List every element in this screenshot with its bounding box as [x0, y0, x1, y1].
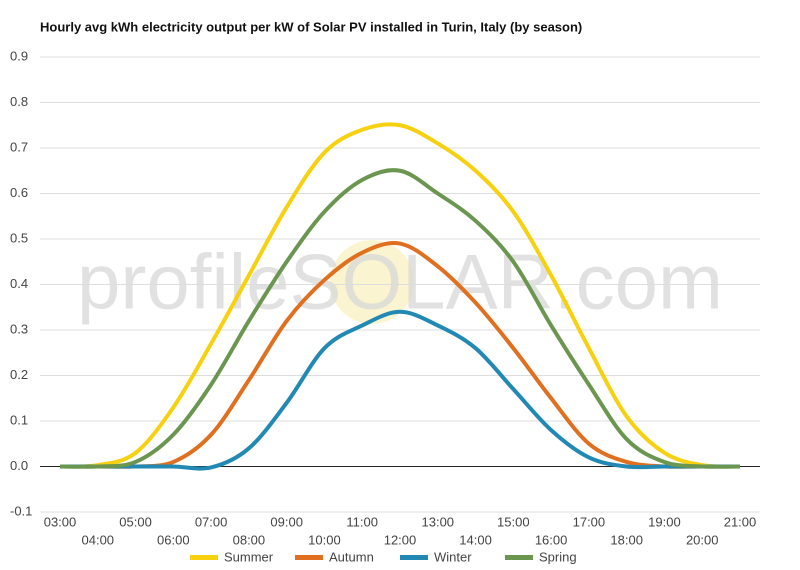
- y-tick-label: 0.4: [10, 276, 28, 291]
- legend-swatch: [505, 555, 533, 560]
- x-tick-label: 09:00: [270, 514, 303, 529]
- series-line: [60, 241, 740, 469]
- x-tick-label: 10:00: [308, 532, 341, 547]
- x-tick-label: 07:00: [195, 514, 228, 529]
- x-tick-label: 18:00: [610, 532, 643, 547]
- y-tick-label: 0.5: [10, 230, 28, 245]
- x-tick-label: 13:00: [422, 514, 455, 529]
- x-tick-label: 06:00: [157, 532, 190, 547]
- x-tick-label: 04:00: [82, 532, 115, 547]
- series-line: [59, 168, 741, 469]
- x-tick-label: 15:00: [497, 514, 530, 529]
- x-tick-label: 03:00: [44, 514, 77, 529]
- x-tick-label: 11:00: [346, 514, 378, 529]
- y-tick-label: 0.2: [10, 367, 28, 382]
- y-tick-label: -0.1: [10, 503, 32, 518]
- x-tick-label: 20:00: [686, 532, 719, 547]
- y-tick-label: 0.0: [10, 458, 28, 473]
- legend-swatch: [190, 555, 218, 560]
- x-tick-label: 19:00: [648, 514, 681, 529]
- legend-label: Winter: [434, 549, 472, 564]
- x-tick-label: 14:00: [459, 532, 492, 547]
- y-tick-label: 0.8: [10, 94, 28, 109]
- series-line: [59, 122, 741, 469]
- y-tick-label: 0.7: [10, 139, 28, 154]
- series-line: [60, 309, 740, 471]
- x-tick-label: 21:00: [724, 514, 757, 529]
- y-tick-label: 0.6: [10, 185, 28, 200]
- x-tick-label: 17:00: [573, 514, 606, 529]
- legend-swatch: [295, 555, 323, 560]
- y-tick-label: 0.1: [10, 412, 28, 427]
- y-tick-label: 0.9: [10, 48, 28, 63]
- chart-title: Hourly avg kWh electricity output per kW…: [40, 19, 582, 34]
- legend-label: Summer: [224, 549, 274, 564]
- x-tick-label: 05:00: [119, 514, 152, 529]
- x-tick-label: 08:00: [233, 532, 266, 547]
- legend-swatch: [400, 555, 428, 560]
- x-tick-label: 16:00: [535, 532, 568, 547]
- legend-label: Spring: [539, 549, 577, 564]
- x-tick-label: 12:00: [384, 532, 417, 547]
- legend-label: Autumn: [329, 549, 374, 564]
- y-tick-label: 0.3: [10, 321, 28, 336]
